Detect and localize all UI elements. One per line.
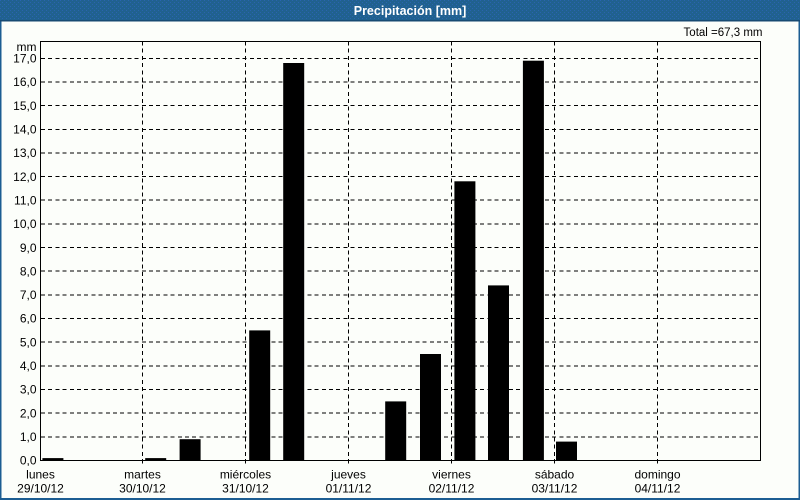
svg-text:mm: mm [17,40,37,54]
svg-text:02/11/12: 02/11/12 [429,482,475,496]
svg-text:03/11/12: 03/11/12 [532,482,578,496]
svg-text:6,0: 6,0 [20,312,37,326]
svg-text:1,0: 1,0 [20,430,37,444]
svg-text:Total =67,3 mm: Total =67,3 mm [684,27,763,39]
svg-text:11,0: 11,0 [14,193,37,207]
svg-text:31/10/12: 31/10/12 [222,482,269,496]
svg-text:10,0: 10,0 [13,217,37,231]
svg-text:sábado: sábado [535,468,575,482]
svg-text:15,0: 15,0 [13,99,37,113]
svg-text:7,0: 7,0 [20,288,37,302]
svg-text:29/10/12: 29/10/12 [17,482,64,496]
svg-text:13,0: 13,0 [13,146,37,160]
svg-text:5,0: 5,0 [20,335,37,349]
svg-text:12,0: 12,0 [13,170,37,184]
svg-text:14,0: 14,0 [13,123,37,137]
svg-text:17,0: 17,0 [13,52,37,66]
svg-text:lunes: lunes [26,468,55,482]
svg-text:04/11/12: 04/11/12 [635,482,681,496]
svg-text:9,0: 9,0 [20,241,37,255]
svg-text:Precipitación [mm]: Precipitación [mm] [354,4,467,18]
svg-text:domingo: domingo [634,468,680,482]
svg-text:0,0: 0,0 [20,454,37,468]
svg-text:01/11/12: 01/11/12 [326,482,372,496]
svg-text:viernes: viernes [432,468,471,482]
svg-text:2,0: 2,0 [20,406,37,420]
svg-text:martes: martes [124,468,161,482]
svg-text:miércoles: miércoles [220,468,271,482]
svg-text:16,0: 16,0 [13,75,37,89]
svg-text:30/10/12: 30/10/12 [119,482,166,496]
svg-text:4,0: 4,0 [20,359,37,373]
svg-text:8,0: 8,0 [20,264,37,278]
svg-text:jueves: jueves [330,468,366,482]
svg-text:3,0: 3,0 [20,383,37,397]
